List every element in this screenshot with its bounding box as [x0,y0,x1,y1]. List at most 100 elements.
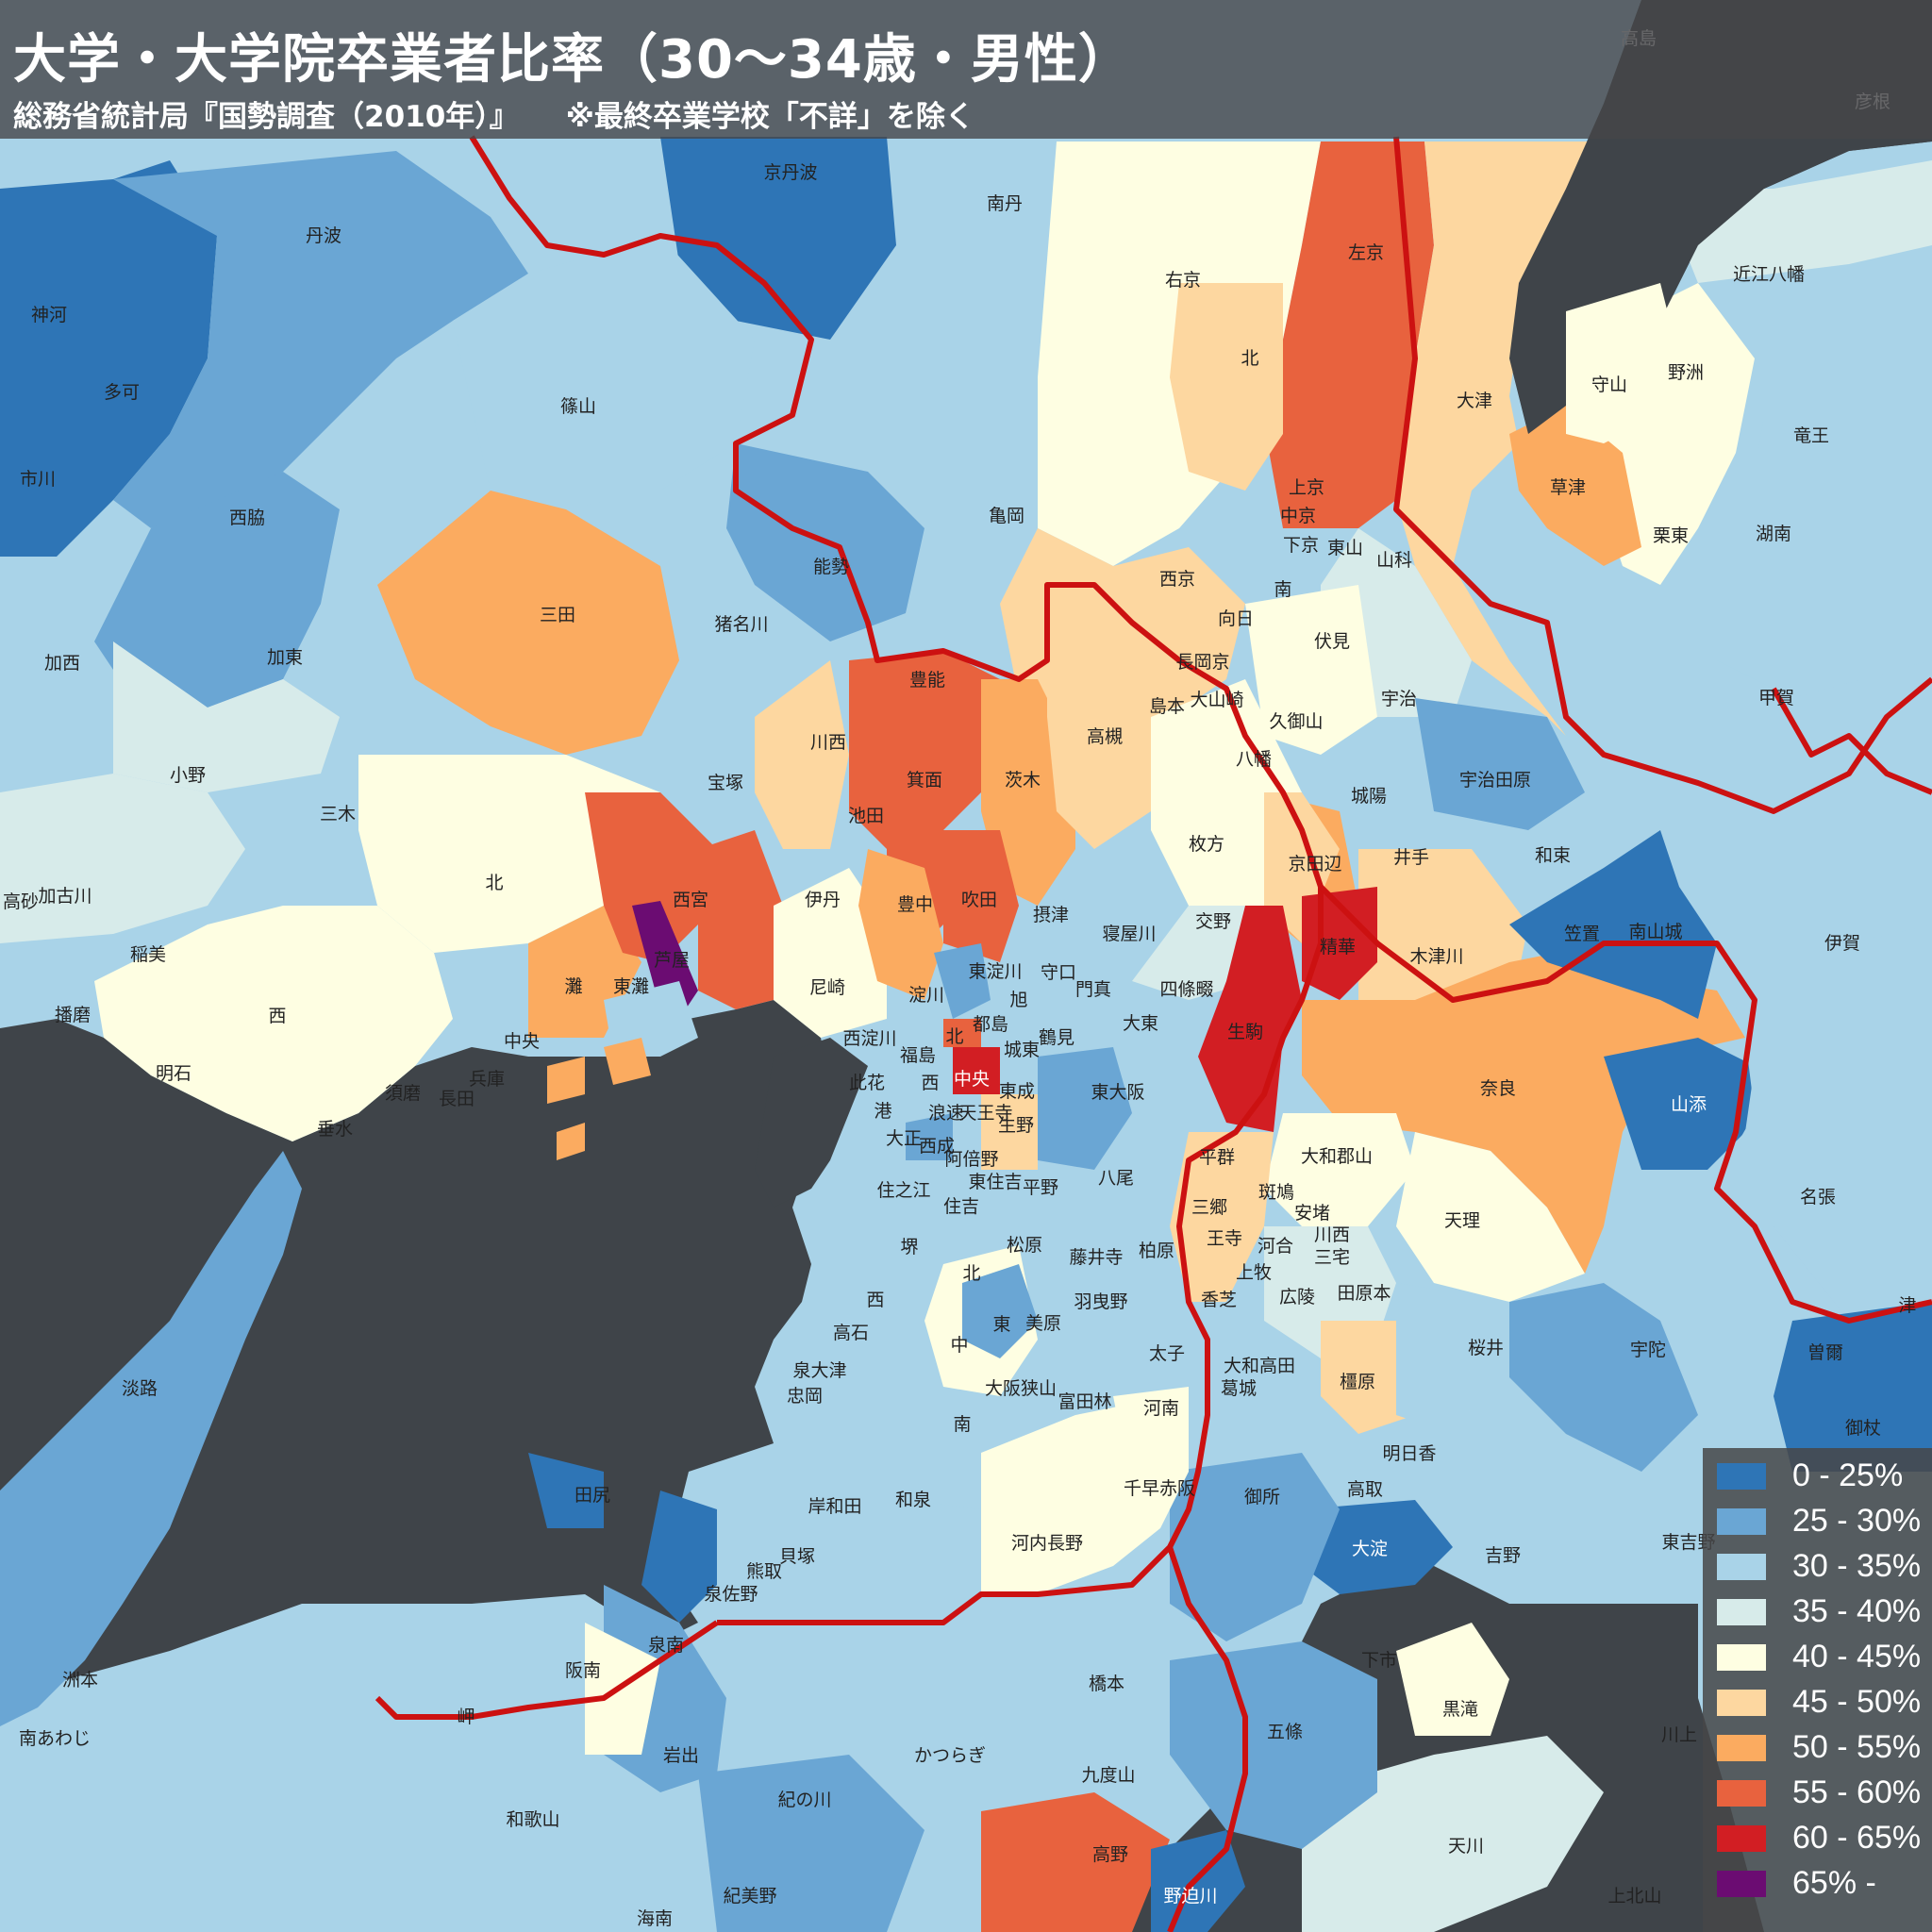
label-minami-kyoto: 南 [1274,579,1291,600]
label-asahi: 旭 [1009,990,1027,1010]
label-ando: 安堵 [1294,1203,1330,1224]
label-takaishi: 高石 [833,1323,869,1343]
label-tarumi: 垂水 [317,1119,353,1140]
label-kameoka: 亀岡 [989,506,1024,526]
label-kurotaki: 黒滝 [1442,1699,1478,1720]
label-nishinomiya: 西宮 [673,890,708,910]
label-kawanishi-hyogo: 川西 [810,732,846,753]
label-ichikawa: 市川 [20,469,56,490]
label-tondabayashi: 富田林 [1058,1391,1111,1412]
label-inagawa: 猪名川 [714,614,768,635]
label-gojo: 五條 [1267,1722,1303,1742]
label-ikaruga: 斑鳩 [1258,1182,1294,1203]
label-shimamoto: 島本 [1149,696,1185,717]
label-kawanishi-nara: 川西 [1314,1224,1350,1245]
label-yasu: 野洲 [1668,362,1704,383]
label-suminoe: 住之江 [876,1180,930,1201]
label-kita-kyoto: 北 [1241,348,1258,369]
label-takatori: 高取 [1347,1479,1383,1500]
legend-label: 30 - 35% [1792,1548,1921,1585]
label-yamatotakada: 大和高田 [1224,1356,1295,1376]
label-higashinari: 東成 [999,1081,1035,1102]
label-koka: 甲賀 [1758,688,1794,708]
label-oyamazaki: 大山崎 [1190,690,1243,710]
label-nishi-osaka: 西 [921,1073,939,1093]
label-kanmaki: 上牧 [1236,1262,1272,1283]
label-sakurai: 桜井 [1468,1338,1504,1358]
label-kasagi: 笠置 [1564,924,1600,944]
legend-swatch [1717,1871,1766,1897]
label-higashisumiyoshi: 東住吉 [968,1172,1022,1192]
label-joto: 城東 [1004,1040,1040,1060]
label-hannan: 阪南 [565,1660,601,1681]
label-naka-sakai: 中 [950,1335,968,1356]
label-kashiwara: 柏原 [1139,1241,1174,1261]
label-takarazuka: 宝塚 [708,773,743,793]
legend-swatch [1717,1735,1766,1761]
label-nagaokakyo: 長岡京 [1175,652,1229,673]
label-kawai: 河合 [1257,1236,1293,1257]
label-kaizuka: 貝塚 [779,1546,815,1567]
label-uda: 宇陀 [1630,1340,1666,1360]
label-kudoyama: 九度山 [1081,1765,1135,1786]
label-hyogo: 兵庫 [469,1069,505,1090]
label-kawakami: 川上 [1661,1724,1697,1745]
legend-swatch [1717,1690,1766,1716]
label-kimino: 紀美野 [723,1886,776,1907]
label-ikeda: 池田 [848,806,884,826]
label-ritto: 栗東 [1653,525,1689,546]
label-kakogawa: 加古川 [38,886,92,907]
label-kashiba: 香芝 [1201,1290,1237,1310]
label-kumiyama: 久御山 [1269,711,1323,732]
label-tadaoka: 忠岡 [787,1386,823,1407]
legend-label: 60 - 65% [1792,1820,1921,1857]
label-tajiri: 田尻 [575,1485,610,1506]
label-shimoichi: 下市 [1361,1650,1397,1671]
label-ujitawara: 宇治田原 [1459,770,1531,791]
label-oji: 王寺 [1207,1228,1242,1249]
label-chuo-kobe: 中央 [504,1031,540,1052]
label-nagata: 長田 [439,1089,475,1109]
label-mihara: 美原 [1025,1313,1061,1334]
label-tamba: 丹波 [306,225,341,246]
label-nosegawa: 野迫川 [1163,1886,1217,1907]
legend: 0 - 25% 25 - 30% 30 - 35% 35 - 40% 40 - 45% 4… [1703,1448,1932,1932]
label-sumiyoshi: 住吉 [943,1196,979,1217]
label-sanda: 三田 [540,605,575,625]
label-hirano: 平野 [1023,1177,1058,1198]
legend-swatch [1717,1599,1766,1625]
legend-label: 35 - 40% [1792,1593,1921,1630]
legend-swatch [1717,1554,1766,1580]
label-itami: 伊丹 [805,890,841,910]
label-konohana: 此花 [849,1073,885,1093]
label-nada: 灘 [564,976,582,997]
label-nabari: 名張 [1800,1187,1836,1208]
label-shijonawate: 四條畷 [1159,979,1213,1000]
label-koryo: 広陵 [1279,1287,1315,1307]
label-matsubara: 松原 [1007,1235,1042,1256]
label-ukyo: 右京 [1165,270,1201,291]
label-ryuo: 竜王 [1793,425,1829,446]
label-ibaraki: 茨木 [1005,770,1041,791]
legend-label: 65% - [1792,1865,1876,1902]
source-text: 総務省統計局『国勢調査（2010年）』 [13,100,519,134]
label-minamiyamashiro: 南山城 [1628,922,1682,942]
legend-swatch [1717,1644,1766,1671]
label-yamashina: 山科 [1376,550,1412,571]
label-taishi: 太子 [1149,1343,1185,1364]
label-miyakojima: 都島 [973,1014,1008,1035]
label-yawata: 八幡 [1236,749,1272,770]
label-izumi: 和泉 [895,1490,931,1510]
label-iwade: 岩出 [663,1745,699,1766]
label-neyagawa: 寝屋川 [1102,924,1156,944]
label-kadoma: 門真 [1075,979,1111,1000]
label-nishikyo: 西京 [1159,569,1195,590]
label-ikuno: 生野 [998,1115,1034,1136]
label-sakyo: 左京 [1348,242,1384,263]
map-subtitle: 総務省統計局『国勢調査（2010年）』 ※最終卒業学校「不詳」を除く [13,92,974,135]
label-chihayaakasaka: 千早赤阪 [1124,1478,1195,1499]
label-abeno: 阿倍野 [944,1149,998,1170]
label-otsu: 大津 [1457,391,1492,411]
label-higashi-sakai: 東 [992,1314,1010,1335]
label-kashihara: 橿原 [1340,1372,1375,1392]
